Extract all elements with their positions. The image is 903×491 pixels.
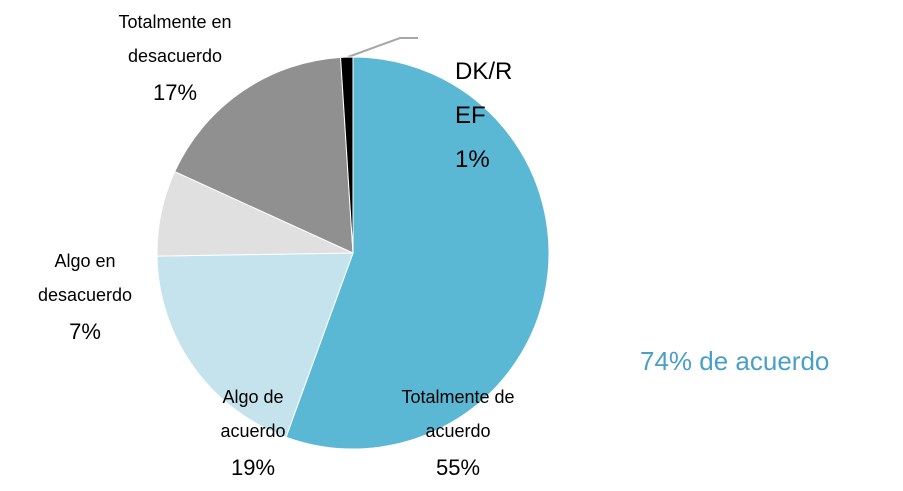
category-label: Totalmente en desacuerdo (118, 12, 232, 66)
value-label: 19% (230, 455, 276, 480)
category-label: Totalmente de acuerdo (401, 387, 515, 441)
pie-slice (156, 252, 354, 438)
slice-label: DK/REF 1% (455, 50, 523, 182)
slice-label: Algo de acuerdo 19% (193, 380, 313, 488)
category-label: Algo en desacuerdo (37, 251, 133, 305)
value-label: 1% (455, 146, 490, 173)
slice-label: Totalmente en desacuerdo 17% (110, 5, 240, 113)
annotation: 74% de acuerdo (640, 346, 830, 376)
category-label: DK/REF (455, 58, 513, 129)
slice-label: Algo en desacuerdo 7% (10, 244, 160, 352)
value-label: 55% (435, 455, 481, 480)
value-label: 17% (152, 80, 198, 105)
slice-label: Totalmente de acuerdo 55% (393, 380, 523, 488)
category-label: Algo de acuerdo (220, 387, 286, 441)
pie-slice (340, 56, 354, 254)
pie-slice (174, 56, 354, 254)
leader-line (347, 37, 418, 58)
value-label: 7% (69, 319, 101, 344)
pie-slice (285, 56, 550, 450)
